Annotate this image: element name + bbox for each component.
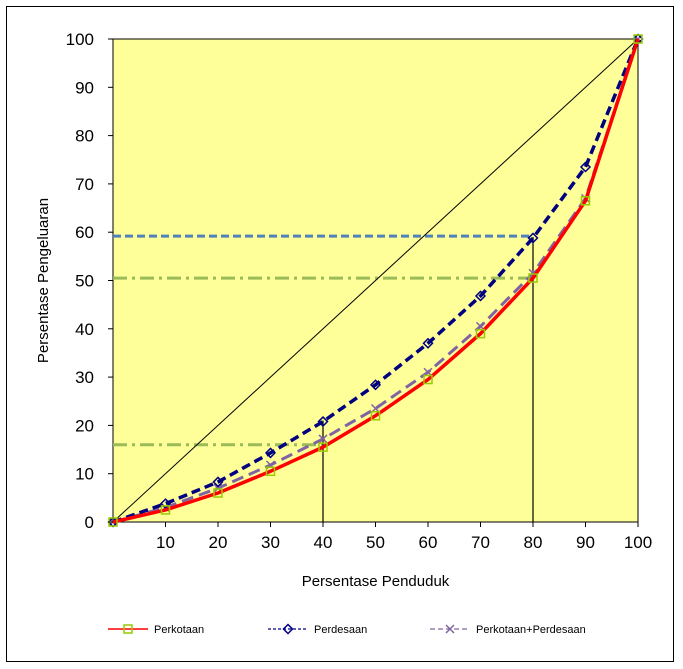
data-point (527, 232, 539, 244)
x-tick-label: 30 (261, 533, 280, 552)
y-tick-label: 80 (75, 127, 94, 146)
legend-label: Perdesaan (314, 624, 367, 636)
data-point (160, 505, 171, 515)
x-tick-label: 60 (419, 533, 438, 552)
x-tick-label: 90 (576, 533, 595, 552)
data-point (474, 290, 487, 302)
x-tick-label: 100 (624, 533, 652, 552)
data-point (317, 415, 329, 428)
legend-label: Perkotaan+Perdesaan (476, 624, 586, 636)
data-point (422, 337, 434, 349)
legend-item: Perkotaan (108, 624, 204, 636)
equality-line (112, 38, 639, 523)
series-perkotaan (108, 34, 643, 527)
y-tick-label: 90 (75, 78, 94, 97)
x-tick-label: 20 (209, 533, 228, 552)
data-point (580, 196, 591, 206)
data-point (123, 624, 133, 634)
data-point (318, 442, 328, 452)
x-tick-label: 70 (471, 533, 490, 552)
x-tick-label: 40 (314, 533, 333, 552)
legend-item: Perdesaan (268, 623, 367, 636)
y-tick-label: 30 (75, 368, 94, 387)
data-point (633, 34, 643, 44)
data-point (579, 161, 592, 173)
data-point (318, 434, 328, 444)
data-point (370, 410, 381, 421)
series-line (112, 38, 640, 524)
data-point (475, 328, 486, 339)
x-tick-label: 10 (156, 533, 175, 552)
data-point (264, 447, 277, 459)
data-point (369, 379, 382, 391)
y-tick-label: 40 (75, 320, 94, 339)
data-point (445, 624, 455, 634)
series-line (112, 38, 640, 524)
y-tick-label: 20 (75, 416, 94, 435)
series-layer (107, 33, 644, 528)
data-point (282, 623, 294, 635)
data-point (423, 374, 433, 385)
x-axis-title: Persentase Penduduk (302, 573, 450, 590)
y-tick-label: 10 (75, 465, 94, 484)
y-tick-labels: 0 10 20 30 40 50 60 70 80 90 100 (66, 30, 94, 532)
y-tick-label: 60 (75, 223, 94, 242)
series-line (112, 38, 640, 524)
legend-item: Perkotaan+Perdesaan (430, 624, 586, 636)
legend: Perkotaan Perdesaan Perkotaan+Perdesaan (108, 623, 586, 636)
axes (108, 38, 639, 527)
x-tick-labels: 10 20 30 40 50 60 70 80 90 100 (156, 533, 652, 552)
data-point (265, 466, 276, 477)
x-tick-label: 80 (524, 533, 543, 552)
x-tick-label: 50 (366, 533, 385, 552)
y-tick-label: 0 (85, 513, 94, 532)
data-point (213, 488, 223, 498)
y-tick-label: 70 (75, 175, 94, 194)
y-axis-title: Persentase Pengeluaran (35, 198, 52, 363)
data-point (528, 273, 538, 283)
y-tick-label: 50 (75, 272, 94, 291)
data-point (212, 476, 224, 488)
legend-label: Perkotaan (154, 624, 204, 636)
y-tick-label: 100 (66, 30, 94, 49)
